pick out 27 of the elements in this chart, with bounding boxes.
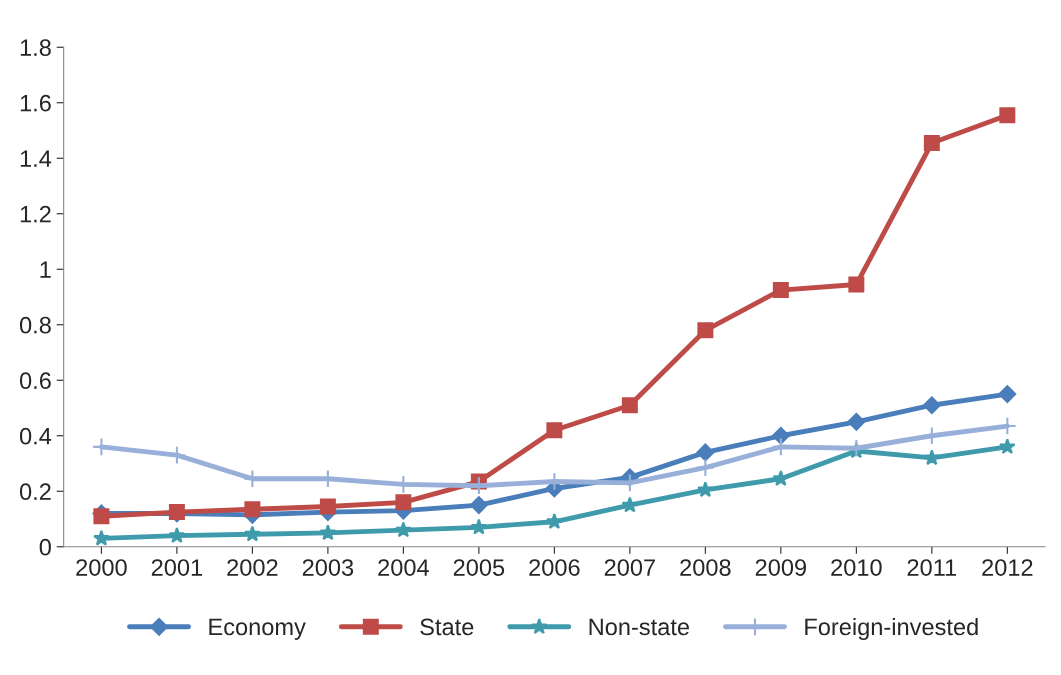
legend-label: Foreign-invested — [805, 617, 978, 640]
y-tick-label: 1.4 — [20, 150, 52, 167]
x-tick-label: 2010 — [831, 559, 882, 576]
x-tick-label: 2008 — [680, 559, 731, 576]
x-tick-label: 2004 — [378, 559, 429, 576]
x-tick-label: 2007 — [604, 559, 655, 576]
y-tick-label: 0.8 — [19, 316, 51, 334]
y-tick-label: 1.6 — [20, 94, 51, 112]
y-tick-label: 1.8 — [20, 39, 51, 57]
legend-label: State — [420, 618, 474, 636]
x-tick-label: 2001 — [151, 559, 203, 576]
y-tick-label: 0 — [39, 538, 51, 556]
y-tick-label: 0.4 — [19, 427, 52, 445]
legend-label: Economy — [209, 618, 306, 640]
x-tick-label: 2006 — [529, 559, 580, 576]
y-tick-label: 1.2 — [20, 205, 51, 223]
x-tick-label: 2003 — [302, 559, 354, 576]
y-tick-label: 0.6 — [19, 372, 51, 390]
x-tick-label: 2002 — [227, 559, 278, 576]
x-tick-label: 2012 — [982, 559, 1033, 576]
x-tick-label: 2011 — [907, 559, 957, 576]
y-tick-label: 0.2 — [19, 483, 51, 501]
x-tick-label: 2009 — [755, 559, 806, 576]
x-tick-label: 2005 — [453, 559, 505, 576]
y-tick-label: 1 — [40, 261, 51, 278]
legend-label: Non-state — [589, 618, 689, 636]
x-tick-label: 2000 — [76, 559, 127, 576]
